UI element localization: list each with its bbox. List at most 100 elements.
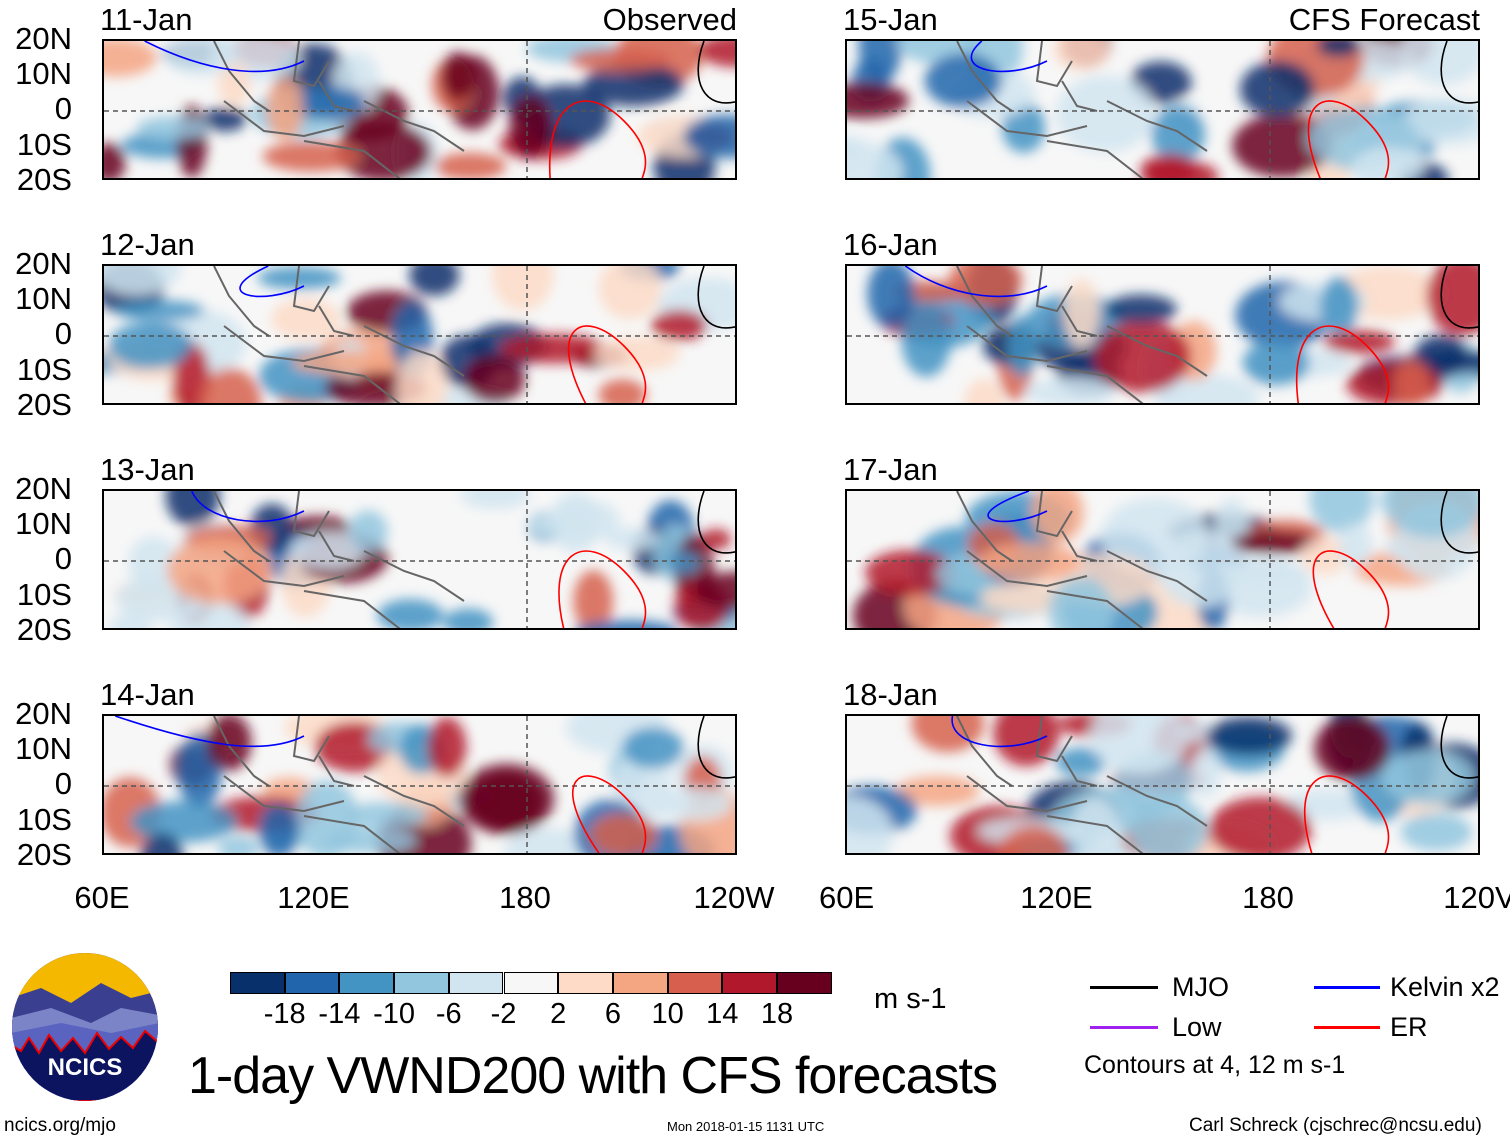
panel-date: 14-Jan [100,677,195,712]
wind-anomaly-blob [336,122,432,178]
lat-tick-label: 20N [15,471,72,506]
lat-tick-label: 20N [15,696,72,731]
panel-source-label: Observed [602,2,737,37]
wind-anomaly-blob [1382,491,1478,539]
map-panel [845,264,1480,405]
wind-anomaly-blob [569,48,672,72]
coastline [956,266,1208,403]
wind-anomaly-blob [993,716,1060,767]
lat-tick-label: 20N [15,21,72,56]
panel-date: 16-Jan [843,227,938,262]
wind-anomaly-blob [577,620,677,628]
wind-anomaly-blob [396,350,447,403]
wind-anomaly-blob [433,152,507,178]
coastline [213,491,465,628]
wind-anomaly-blob [500,333,608,364]
wind-anomaly-blob [1053,41,1110,71]
wind-anomaly-blob [492,266,554,311]
colorbar-swatch [722,972,777,994]
wind-anomaly-blob [1426,266,1478,336]
mjo-contour [1440,266,1478,329]
legend-low-line [1090,1026,1158,1029]
mjo-contour [1440,716,1478,779]
wind-anomaly-blob [290,86,366,119]
map-panel [102,264,737,405]
wind-anomaly-blob [924,53,1002,108]
er-contour [572,775,647,853]
lat-tick-label: 20S [16,161,72,197]
lat-tick-label: 0 [54,541,72,577]
legend-mjo-line [1090,986,1158,989]
kelvin-contour [191,491,305,523]
lat-tick-label: 0 [54,316,72,352]
wind-anomaly-blob [324,827,416,853]
lon-tick-label: 60E [819,880,875,915]
mjo-contour [697,716,735,779]
kelvin-contour [951,716,1048,748]
wind-anomaly-blob [167,536,272,605]
colorbar-swatch [230,972,285,994]
colorbar-swatch [777,972,832,994]
figure-title: 1-day VWND200 with CFS forecasts [188,1047,998,1105]
wind-anomaly-blob [108,321,193,369]
lat-tick-label: 20S [16,836,72,872]
wind-anomaly-blob [589,813,657,853]
mjo-contour [697,41,735,104]
wind-anomaly-blob [1242,340,1310,386]
wind-anomaly-blob [1105,294,1177,324]
er-contour [567,325,647,403]
wind-anomaly-blob [963,378,1004,403]
panel-date: 13-Jan [100,452,195,487]
wind-anomaly-blob [1055,747,1107,777]
lon-tick-label: 180 [1242,880,1294,915]
wind-anomaly-blob [1127,795,1208,853]
wind-anomaly-blob [1006,315,1038,377]
colorbar-swatch [612,972,668,994]
er-contour [1295,325,1390,403]
kelvin-contour [970,41,1048,73]
wind-anomaly-blob [441,51,475,101]
wind-anomaly-blob [1208,797,1312,853]
wind-anomaly-blob [257,266,342,290]
colorbar-swatch [339,972,395,994]
kelvin-contour [904,266,1048,298]
svg-text:NCICS: NCICS [48,1054,123,1081]
colorbar-label: -2 [490,998,517,1030]
wind-anomaly-blob [693,571,735,611]
wind-anomaly-blob [1381,749,1475,805]
wind-anomaly-blob [266,76,304,141]
mjo-contour [697,266,735,329]
wind-anomaly-blob [115,300,205,321]
wind-anomaly-blob [1024,377,1116,403]
wind-anomaly-blob [1205,716,1293,755]
wind-anomaly-blob [262,141,361,172]
ncics-logo: NCICS [11,953,159,1101]
coastline [213,266,465,403]
wind-anomaly-blob [258,802,300,853]
wind-anomaly-blob [1055,75,1156,153]
lon-tick-label: 120V [1443,880,1510,915]
wind-anomaly-blob [292,350,399,375]
wind-anomaly-blob [217,835,260,853]
legend-er-line [1314,1026,1380,1029]
coastline [956,491,1208,628]
wind-anomaly-blob [202,107,247,132]
wind-anomaly-blob [136,116,210,140]
wind-anomaly-blob [847,82,909,119]
lat-tick-label: 10N [15,56,72,92]
wind-anomaly-blob [598,266,662,320]
wind-anomaly-blob [1316,41,1361,58]
wind-anomaly-blob [700,528,732,550]
panel-date: 18-Jan [843,677,938,712]
colorbar-label: 6 [604,998,621,1030]
colorbar-label: -18 [263,998,306,1030]
lat-tick-label: 10S [16,576,72,612]
wind-anomaly-blob [427,717,467,778]
wind-anomaly-blob [683,114,735,159]
wind-anomaly-blob [1140,154,1197,178]
colorbar-swatch [284,972,340,994]
wind-anomaly-blob [508,96,553,158]
wind-anomaly-blob [1323,329,1395,355]
wind-anomaly-blob [348,510,388,553]
wind-anomaly-blob [409,266,460,296]
